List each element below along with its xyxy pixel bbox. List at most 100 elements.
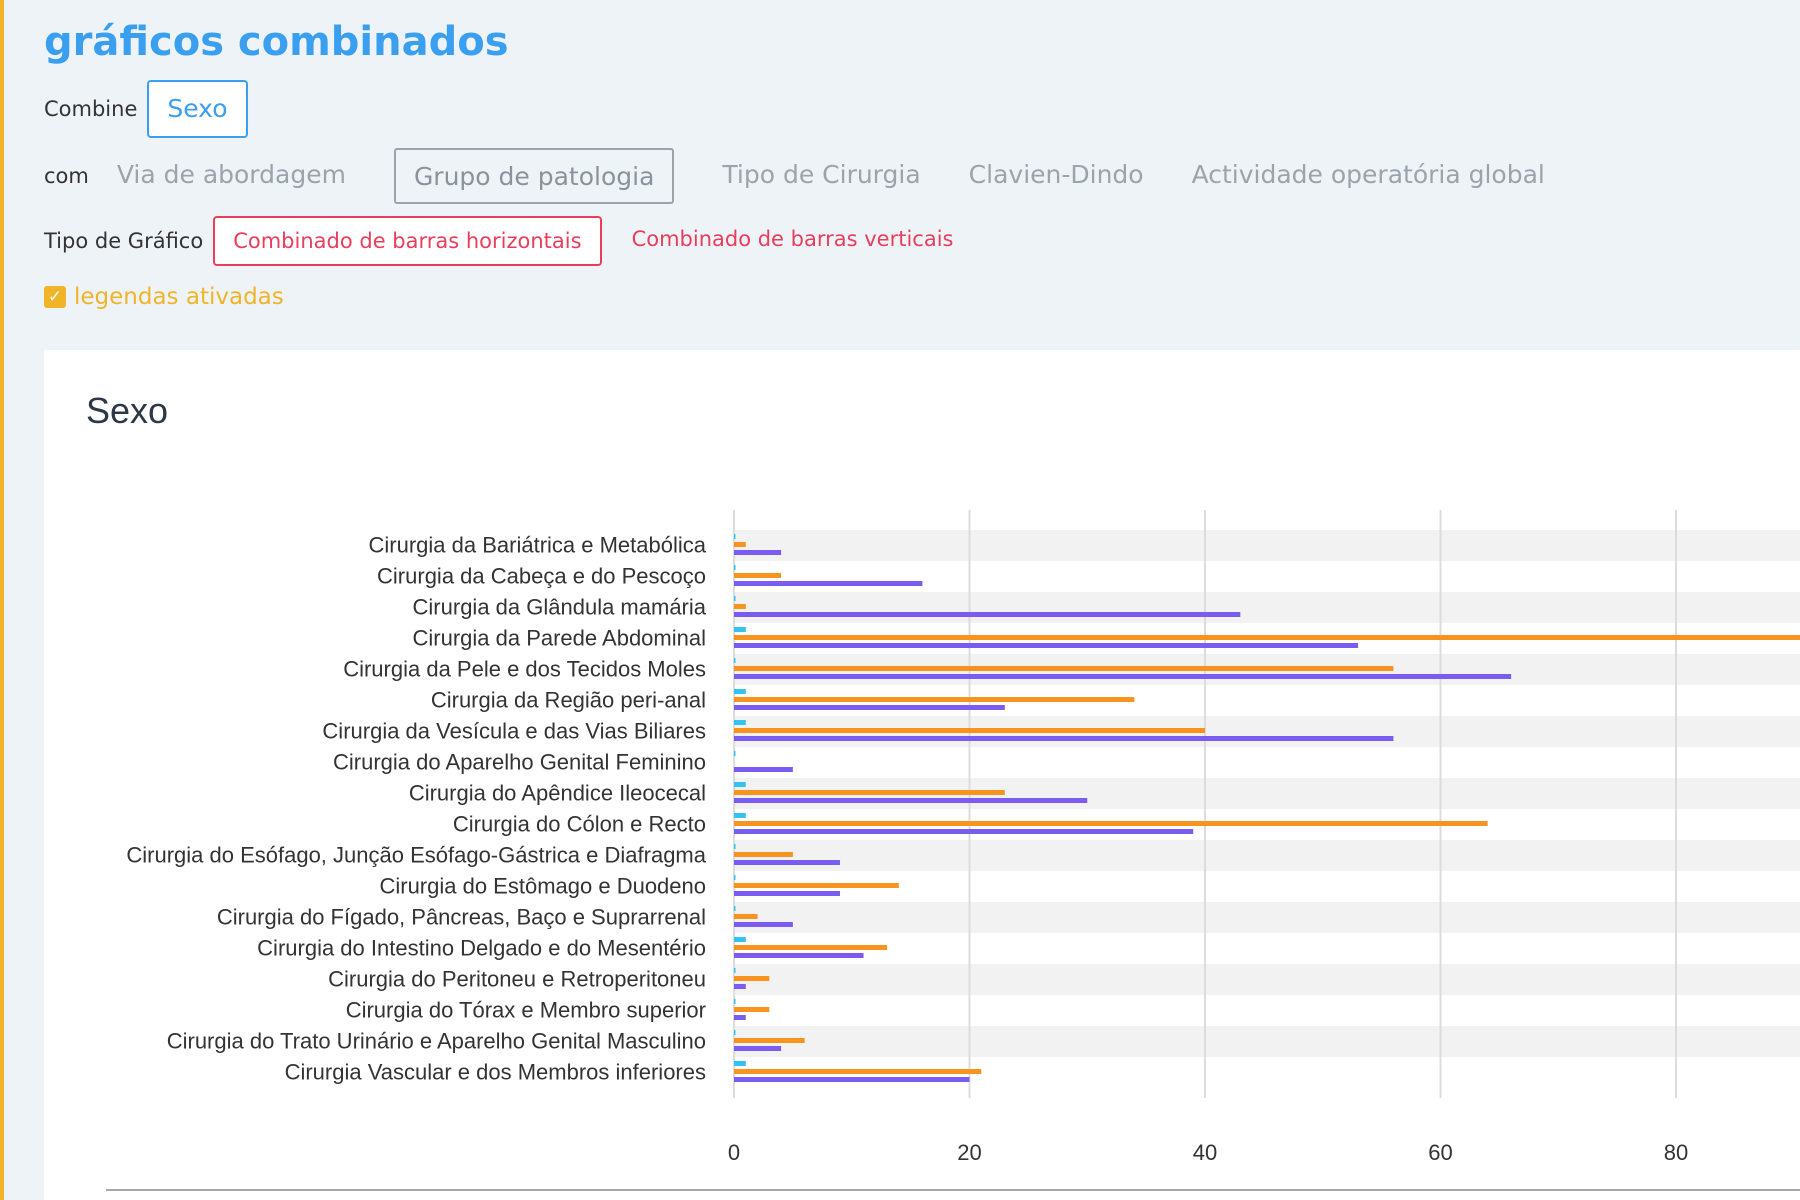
bar: [734, 689, 746, 694]
category-label: Cirurgia do Estômago e Duodeno: [379, 874, 706, 899]
category-label: Cirurgia do Tórax e Membro superior: [346, 998, 706, 1023]
option-via-de-abordagem[interactable]: Via de abordagem: [116, 160, 346, 189]
chart-title: Sexo: [86, 390, 169, 431]
bar: [734, 906, 736, 911]
row-band: [734, 964, 1800, 995]
bar: [734, 821, 1488, 826]
bar: [734, 573, 782, 578]
combine-row: Combine Sexo: [44, 80, 1784, 138]
x-tick-label: 80: [1664, 1140, 1688, 1165]
bar: [734, 1046, 782, 1051]
category-label: Cirurgia Vascular e dos Membros inferior…: [285, 1060, 706, 1085]
category-label: Cirurgia da Vesícula e das Vias Biliares: [322, 719, 706, 744]
category-label: Cirurgia da Parede Abdominal: [412, 626, 706, 651]
page-title: gráficos combinados: [44, 19, 509, 65]
category-label: Cirurgia da Cabeça e do Pescoço: [377, 564, 706, 589]
bar: [734, 798, 1088, 803]
bar: [734, 976, 770, 981]
bar: [734, 852, 793, 857]
bar: [734, 705, 1005, 710]
x-tick-label: 20: [957, 1140, 981, 1165]
bar: [734, 945, 888, 950]
bar: [734, 875, 736, 880]
bar: [734, 999, 736, 1004]
legend-toggle-row: ✓ legendas ativadas: [44, 280, 1784, 314]
row-band: [734, 530, 1800, 561]
category-label: Cirurgia do Cólon e Recto: [453, 812, 706, 837]
bar: [734, 604, 746, 609]
bar: [734, 697, 1135, 702]
bar: [734, 1038, 805, 1043]
bar: [734, 674, 1512, 679]
chart-card: Cirurgia da Bariátrica e Metabólica Cirur…: [44, 350, 1800, 1200]
category-label: Cirurgia do Fígado, Pâncreas, Baço e Sup…: [217, 905, 706, 930]
bar: [734, 643, 1359, 648]
bar: [734, 666, 1394, 671]
bar: [734, 968, 736, 973]
option-clavien-dindo[interactable]: Clavien-Dindo: [968, 160, 1144, 189]
category-label: Cirurgia do Trato Urinário e Aparelho Ge…: [167, 1029, 706, 1054]
category-label: Cirurgia da Bariátrica e Metabólica: [369, 533, 707, 558]
bar: [734, 534, 736, 539]
bar: [734, 844, 736, 849]
bar: [734, 627, 746, 632]
bar: [734, 635, 1800, 640]
bar: [734, 728, 1205, 733]
legend-checkbox[interactable]: ✓: [44, 286, 66, 308]
bar: [734, 883, 899, 888]
bar: [734, 937, 746, 942]
legend-toggle-label[interactable]: legendas ativadas: [74, 284, 284, 310]
option-grupo-de-patologia[interactable]: Grupo de patologia: [393, 148, 675, 204]
x-tick-label: 0: [728, 1140, 740, 1165]
combine-label: Combine: [44, 97, 138, 121]
bar: [734, 1007, 770, 1012]
bar: [734, 1069, 982, 1074]
bar: [734, 914, 758, 919]
left-accent-bar: [0, 0, 4, 1200]
option-tipo-de-cirurgia[interactable]: Tipo de Cirurgia: [722, 160, 921, 189]
category-label: Cirurgia do Intestino Delgado e do Mesen…: [257, 936, 706, 961]
category-label: Cirurgia do Peritoneu e Retroperitoneu: [328, 967, 706, 992]
bar: [734, 860, 840, 865]
row-band: [734, 1026, 1800, 1057]
bar: [734, 829, 1194, 834]
category-label: Cirurgia da Pele e dos Tecidos Moles: [343, 657, 706, 682]
tipo-grafico-row: Tipo de Gráfico Combinado de barras hori…: [44, 216, 1784, 266]
combine-sexo-button[interactable]: Sexo: [147, 80, 248, 138]
bar: [734, 813, 746, 818]
bar: [734, 736, 1394, 741]
x-tick-label: 40: [1193, 1140, 1217, 1165]
row-band: [734, 840, 1800, 871]
category-label: Cirurgia do Esófago, Junção Esófago-Gást…: [126, 843, 706, 868]
tipo-grafico-label: Tipo de Gráfico: [44, 229, 204, 253]
bar: [734, 1061, 746, 1066]
bar: [734, 720, 746, 725]
com-label: com: [44, 164, 89, 188]
category-label: Cirurgia do Aparelho Genital Feminino: [333, 750, 706, 775]
option-actividade-operatoria-global[interactable]: Actividade operatória global: [1191, 160, 1545, 189]
bar: [734, 922, 793, 927]
bar: [734, 891, 840, 896]
bar: [734, 542, 746, 547]
category-label: Cirurgia da Região peri-anal: [431, 688, 706, 713]
bar: [734, 612, 1241, 617]
option-barras-verticais[interactable]: Combinado de barras verticais: [631, 227, 954, 251]
bar: [734, 790, 1005, 795]
bar: [734, 581, 923, 586]
bar: [734, 596, 736, 601]
bar: [734, 767, 793, 772]
bar: [734, 1015, 746, 1020]
bar: [734, 751, 736, 756]
bar: [734, 550, 782, 555]
bar: [734, 658, 736, 663]
row-band: [734, 592, 1800, 623]
bar: [734, 984, 746, 989]
category-label: Cirurgia do Apêndice Ileocecal: [409, 781, 706, 806]
row-band: [734, 902, 1800, 933]
bar: [734, 1030, 736, 1035]
com-row: com Via de abordagem Grupo de patologia …: [44, 148, 1784, 204]
bar: [734, 565, 736, 570]
option-barras-horizontais[interactable]: Combinado de barras horizontais: [213, 216, 602, 266]
controls-header: gráficos combinados Combine Sexo com Via…: [44, 14, 1784, 314]
bar: [734, 782, 746, 787]
